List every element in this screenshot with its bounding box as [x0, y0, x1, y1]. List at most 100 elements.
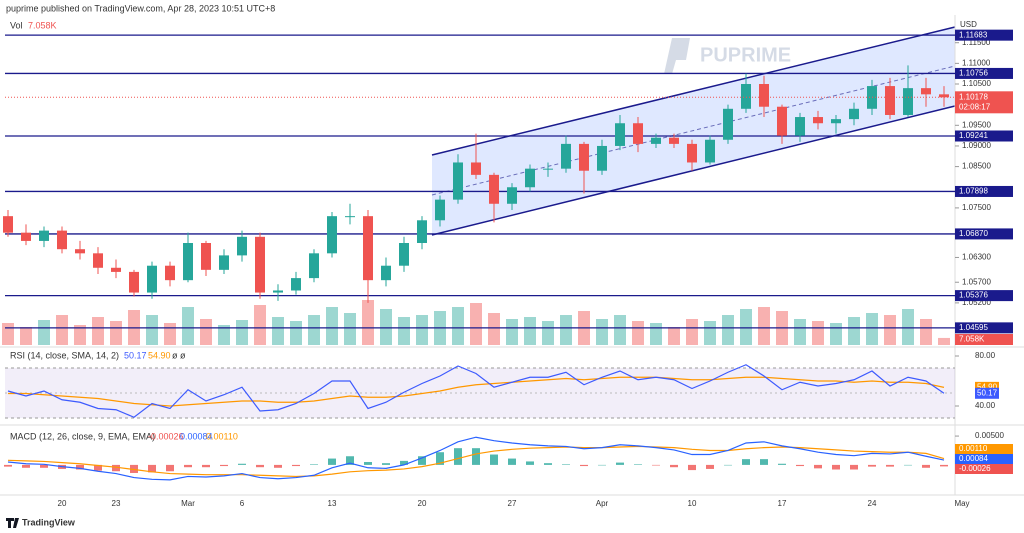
candle-body [507, 187, 517, 204]
level-box [955, 228, 1013, 240]
volume-bar [2, 323, 14, 345]
candle-body [759, 84, 769, 107]
candle-body [21, 232, 31, 241]
volume-name: Vol [10, 20, 23, 30]
candle-body [813, 117, 823, 124]
volume-bar [416, 315, 428, 345]
macd-histogram-bar [202, 464, 210, 468]
macd-histogram-bar [778, 463, 786, 465]
macd-histogram-bar [76, 464, 84, 470]
macd-histogram-bar [238, 463, 246, 465]
level-label: 1.11683 [959, 30, 988, 39]
candle-body [129, 271, 139, 293]
y-tick-label: 1.10500 [962, 79, 991, 88]
volume-bar [650, 323, 662, 345]
macd-histogram-bar [40, 464, 48, 468]
volume-bar [596, 319, 608, 345]
level-label: 1.05376 [959, 291, 988, 300]
macd-histogram-bar [454, 448, 462, 465]
macd-histogram-bar [436, 452, 444, 465]
volume-bar [506, 319, 518, 345]
macd-histogram-bar [796, 464, 804, 467]
x-tick-label: 10 [688, 499, 697, 508]
y-tick-label: 1.11500 [962, 38, 991, 47]
macd-histogram-bar [22, 464, 30, 468]
volume-bar [902, 309, 914, 345]
volume-bar [398, 317, 410, 345]
y-tick-label: 1.09500 [962, 120, 991, 129]
candle-body [579, 143, 589, 171]
macd-histogram-bar [904, 464, 912, 466]
volume-bar [722, 315, 734, 345]
candle-body [291, 278, 301, 291]
candle-body [687, 143, 697, 163]
y-tick-label: 1.09000 [962, 141, 991, 150]
candle-body [669, 137, 679, 144]
volume-bar [938, 337, 950, 345]
volume-bar [920, 319, 932, 345]
macd-line [7, 436, 945, 481]
candle-body [111, 267, 121, 272]
macd-histogram-bar [544, 463, 552, 465]
candle-body [795, 117, 805, 136]
candle-body [147, 265, 157, 293]
macd-histogram-bar [688, 464, 696, 471]
macd-histogram-bar [940, 464, 948, 467]
rsi-line [7, 364, 945, 418]
volume-bar [470, 303, 482, 345]
volume-bar [524, 317, 536, 345]
macd-histogram-bar [490, 454, 498, 465]
candle-body [237, 236, 247, 256]
candle-body [849, 108, 859, 120]
candle-body [471, 162, 481, 175]
volume-bar [146, 315, 158, 345]
candle-body [165, 265, 175, 281]
macd-histogram-bar [184, 464, 192, 468]
rsi-extra: ø ø [172, 350, 186, 360]
macd-histogram-bar [868, 464, 876, 467]
candle-body [633, 123, 643, 144]
level-label: 1.07898 [959, 187, 988, 196]
x-tick-label: 27 [508, 499, 517, 508]
macd-histogram-bar [310, 464, 318, 465]
candle-body [57, 230, 67, 250]
currency: USD [960, 20, 977, 29]
x-tick-label: 20 [58, 499, 67, 508]
tv-logo [6, 518, 19, 528]
candle-body [75, 249, 85, 254]
macd-histogram-bar [850, 464, 858, 470]
volume-bar [848, 317, 860, 345]
macd-histogram-bar [94, 464, 102, 471]
macd-histogram-bar [742, 459, 750, 465]
channel-upper [431, 26, 956, 156]
level-label: 1.04595 [959, 323, 988, 332]
volume-bar [362, 300, 374, 345]
candle-body [309, 253, 319, 279]
candle-body [489, 174, 499, 204]
macd-histogram-bar [724, 464, 732, 466]
candle-body [885, 86, 895, 115]
y-tick-label: 1.08500 [962, 162, 991, 171]
macd-histogram-bar [364, 462, 372, 465]
y-tick-label: 1.05700 [962, 277, 991, 286]
candle-body [705, 139, 715, 163]
volume-bar [92, 317, 104, 345]
x-tick-label: 23 [112, 499, 121, 508]
volume-last-box [955, 334, 1013, 345]
macd-line-value: 0.00084 [959, 454, 988, 463]
x-tick-label: 6 [240, 499, 245, 508]
volume-bar [488, 313, 500, 345]
channel-lower [431, 105, 956, 236]
macd-histogram-bar [472, 448, 480, 465]
macd-histogram-bar [418, 456, 426, 465]
macd-signal-value: 0.00110 [959, 444, 988, 453]
rsi-sma-value: 54.90 [977, 382, 998, 391]
volume-bar [326, 307, 338, 345]
rsi-sma-box [975, 381, 999, 393]
macd-histogram-bar [634, 464, 642, 465]
volume-bar [866, 313, 878, 345]
y-tick-label: 1.06300 [962, 253, 991, 262]
macd-histogram-bar [670, 464, 678, 468]
